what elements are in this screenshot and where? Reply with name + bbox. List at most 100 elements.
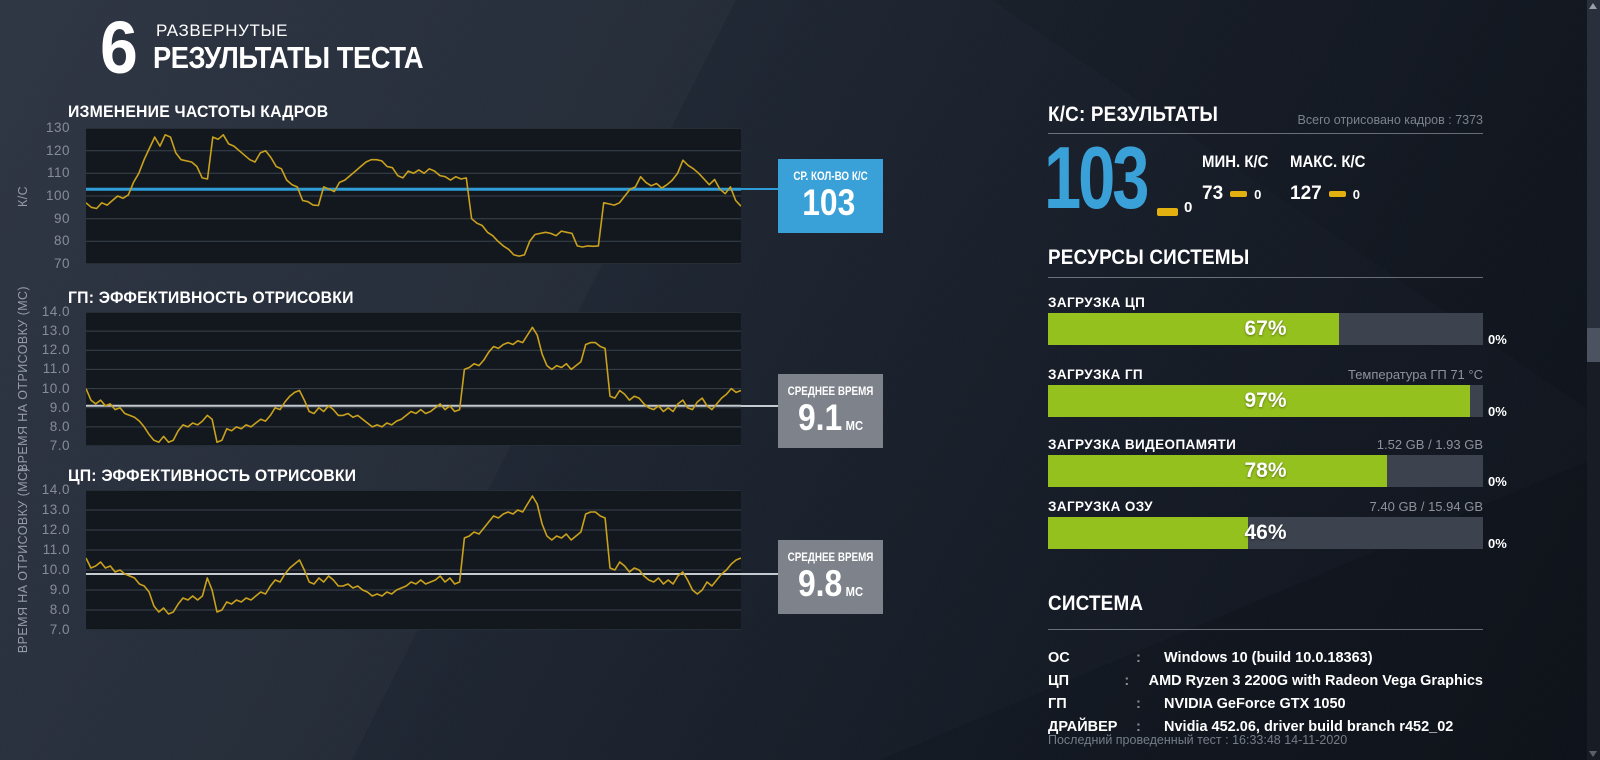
system-row-separator: : — [1136, 649, 1141, 666]
rainbow-six-logo: 6 — [100, 6, 138, 89]
y-tick-label: 8.0 — [49, 418, 70, 434]
min-fps-low-count: 0 — [1254, 186, 1262, 202]
max-fps-low-count: 0 — [1352, 186, 1360, 202]
resource-bar-scale-label: 0% — [1488, 536, 1507, 551]
system-header: СИСТЕМА — [1048, 592, 1483, 616]
resource-bar-track: 78% — [1048, 455, 1483, 487]
y-tick-label: 130 — [45, 120, 70, 135]
cpu-chart-title: ЦП: ЭФФЕКТИВНОСТЬ ОТРИСОВКИ — [68, 466, 357, 485]
system-row-separator: : — [1136, 718, 1141, 735]
max-fps-label: МАКС. К/С — [1290, 152, 1366, 171]
max-fps-stat: МАКС. К/С 127 0 — [1290, 152, 1376, 205]
resource-bar-info: Температура ГП 71 °C — [1347, 367, 1483, 382]
yellow-dash-icon — [1157, 208, 1178, 216]
resource-bar-percent-label: 97% — [1244, 389, 1287, 412]
system-info-row: ГП: NVIDIA GeForce GTX 1050 — [1048, 692, 1483, 715]
system-row-label: ЦП — [1048, 672, 1070, 689]
system-info-row: ДРАЙВЕР: Nvidia 452.06, driver build bran… — [1048, 715, 1483, 738]
cpu-y-axis-ticks: 14.0 13.0 12.0 11.0 10.0 9.0 8.0 7.0 — [28, 482, 76, 637]
system-row-label: ОС — [1048, 649, 1070, 666]
system-row-label: ДРАЙВЕР — [1048, 718, 1118, 735]
y-tick-label: 12.0 — [41, 522, 70, 537]
resource-bar-label: ЗАГРУЗКА ОЗУ — [1048, 499, 1153, 514]
fps-y-axis-ticks: 130 120 110 100 90 80 70 — [28, 120, 76, 271]
yellow-dash-icon — [1230, 191, 1248, 197]
y-tick-label: 110 — [46, 165, 70, 181]
fps-results-header: К/С: РЕЗУЛЬТАТЫ Всего отрисовано кадров … — [1048, 103, 1483, 127]
avg-gpu-connector-line — [741, 405, 778, 407]
resource-bar-row: ЗАГРУЗКА ЦП 67% 0% — [1048, 293, 1507, 347]
section-divider — [1048, 133, 1483, 134]
fps-chart-title: ИЗМЕНЕНИЕ ЧАСТОТЫ КАДРОВ — [68, 102, 329, 121]
avg-cpu-badge-label: СРЕДНЕЕ ВРЕМЯ — [787, 550, 874, 564]
y-tick-label: 7.0 — [49, 438, 70, 453]
resource-bar-track: 46% — [1048, 517, 1483, 549]
avg-fps-badge-label: СР. КОЛ-ВО К/С — [793, 169, 868, 183]
system-row-value: Windows 10 (build 10.0.18363) — [1164, 649, 1373, 666]
page-title: РЕЗУЛЬТАТЫ ТЕСТА — [153, 40, 424, 75]
resource-bar-scale-label: 0% — [1488, 404, 1507, 419]
scrollbar-track-upper[interactable] — [1587, 0, 1600, 328]
yellow-dash-icon — [1328, 191, 1346, 197]
resource-bar-percent-label: 78% — [1244, 459, 1287, 482]
y-tick-label: 80 — [53, 233, 70, 249]
resource-bar-row: ЗАГРУЗКА ОЗУ 7.40 GB / 15.94 GB 46% 0% — [1048, 497, 1507, 551]
y-tick-label: 9.0 — [49, 399, 70, 415]
section-divider — [1048, 629, 1483, 630]
scroll-down-arrow-icon[interactable] — [1589, 751, 1597, 757]
y-tick-label: 120 — [45, 142, 70, 158]
chart-svg — [86, 312, 741, 446]
system-title: СИСТЕМА — [1048, 592, 1144, 615]
resource-bar-track: 97% — [1048, 385, 1483, 417]
cpu-chart-plot — [86, 490, 741, 630]
resource-bar-label: ЗАГРУЗКА ЦП — [1048, 295, 1146, 310]
avg-cpu-connector-line — [741, 573, 778, 575]
system-row-separator: : — [1124, 672, 1130, 689]
chart-svg — [86, 490, 741, 630]
resource-bar-row: ЗАГРУЗКА ГП Температура ГП 71 °C 97% 0% — [1048, 365, 1507, 419]
resource-bar-track: 67% — [1048, 313, 1483, 345]
total-frames-label: Всего отрисовано кадров : 7373 — [1297, 113, 1483, 127]
resource-bar-label: ЗАГРУЗКА ВИДЕОПАМЯТИ — [1048, 437, 1237, 452]
y-tick-label: 90 — [53, 210, 70, 226]
y-tick-label: 7.0 — [49, 622, 70, 637]
resources-header: РЕСУРСЫ СИСТЕМЫ — [1048, 246, 1483, 270]
scrollbar[interactable] — [1587, 0, 1600, 760]
min-fps-stat: МИН. К/С 73 0 — [1202, 152, 1277, 205]
resource-bar-percent-label: 46% — [1244, 521, 1287, 544]
gpu-chart-title: ГП: ЭФФЕКТИВНОСТЬ ОТРИСОВКИ — [68, 288, 354, 307]
scroll-up-arrow-icon[interactable] — [1589, 3, 1597, 9]
system-row-value: AMD Ryzen 3 2200G with Radeon Vega Graph… — [1148, 672, 1483, 689]
avg-cpu-time-badge: СРЕДНЕЕ ВРЕМЯ 9.8 МС — [778, 540, 883, 614]
avg-fps-badge-value: 103 — [802, 182, 856, 223]
resource-bar-percent-label: 67% — [1244, 317, 1287, 340]
system-row-label: ГП — [1048, 695, 1067, 712]
y-tick-label: 11.0 — [42, 542, 70, 557]
avg-cpu-badge-value: 9.8 МС — [797, 563, 864, 604]
resource-bar-label: ЗАГРУЗКА ГП — [1048, 367, 1144, 382]
gpu-chart-plot — [86, 312, 741, 446]
resource-bar-fill — [1048, 517, 1249, 549]
min-fps-label: МИН. К/С — [1202, 152, 1269, 171]
y-tick-label: 14.0 — [41, 304, 70, 319]
fps-chart-plot — [86, 128, 741, 264]
system-row-separator: : — [1136, 695, 1141, 712]
y-tick-label: 100 — [45, 188, 70, 203]
resource-bar-info: 1.52 GB / 1.93 GB — [1376, 437, 1483, 452]
system-info-row: ЦП: AMD Ryzen 3 2200G with Radeon Vega Gr… — [1048, 669, 1483, 692]
system-row-value: Nvidia 452.06, driver build branch r452_… — [1164, 718, 1454, 735]
scrollbar-thumb[interactable] — [1587, 328, 1600, 362]
avg-gpu-time-badge: СРЕДНЕЕ ВРЕМЯ 9.1 МС — [778, 374, 883, 448]
resource-bar-fill — [1048, 455, 1388, 487]
fps-results-title: К/С: РЕЗУЛЬТАТЫ — [1048, 103, 1219, 126]
section-divider — [1048, 277, 1483, 278]
y-tick-label: 14.0 — [41, 482, 70, 497]
data-line-series — [86, 134, 741, 257]
avg-gpu-badge-label: СРЕДНЕЕ ВРЕМЯ — [787, 384, 874, 398]
resource-bar-fill — [1048, 385, 1470, 417]
y-tick-label: 12.0 — [41, 342, 70, 358]
y-tick-label: 10.0 — [41, 380, 70, 396]
data-line-series — [86, 495, 741, 615]
plot-background — [86, 490, 741, 630]
